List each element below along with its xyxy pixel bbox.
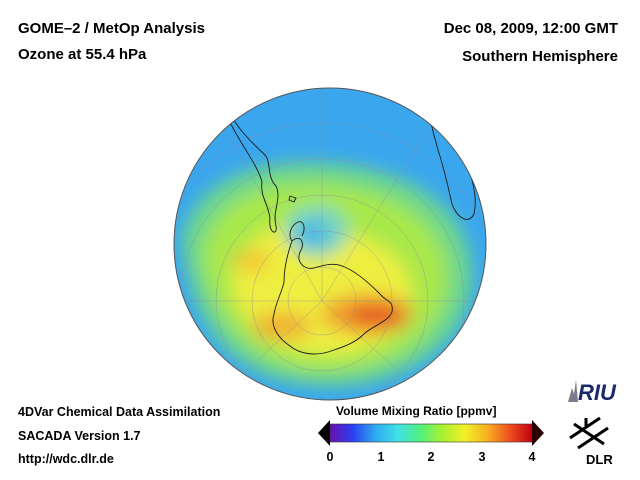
falklands	[288, 195, 297, 203]
colorbar-tick: 3	[478, 450, 486, 464]
region-label: Southern Hemisphere	[462, 48, 618, 65]
south-america-coast	[221, 97, 279, 233]
colorbar-title: Volume Mixing Ratio [ppmv]	[336, 404, 497, 418]
antarctic-peninsula	[289, 221, 305, 242]
title-line2: Ozone at 55.4 hPa	[18, 46, 147, 63]
colorbar-gradient	[329, 423, 533, 443]
footer-line1: 4DVar Chemical Data Assimilation	[18, 405, 221, 419]
riu-logo: RIU	[568, 380, 617, 405]
coastlines	[221, 97, 476, 355]
dlr-emblem-icon	[569, 416, 609, 450]
colorbar-low-arrow	[318, 420, 330, 446]
colorbar-tick: 4	[528, 450, 536, 464]
footer-url[interactable]: http://wdc.dlr.de	[18, 452, 114, 466]
footer-line2: SACADA Version 1.7	[18, 429, 141, 443]
svg-text:RIU: RIU	[578, 380, 617, 405]
colorbar	[318, 420, 544, 446]
dlr-logo: DLR	[569, 416, 613, 467]
antarctica-coast	[272, 237, 393, 355]
colorbar-tick: 0	[326, 450, 334, 464]
title-line1: GOME–2 / MetOp Analysis	[18, 20, 205, 37]
graticule	[174, 88, 486, 400]
colorbar-tick: 1	[377, 450, 385, 464]
ozone-globe-map	[173, 87, 487, 401]
date-label: Dec 08, 2009, 12:00 GMT	[443, 20, 618, 37]
colorbar-high-arrow	[532, 420, 544, 446]
colorbar-tick: 2	[427, 450, 435, 464]
riu-mark-icon	[568, 380, 578, 402]
svg-text:DLR: DLR	[586, 452, 613, 467]
